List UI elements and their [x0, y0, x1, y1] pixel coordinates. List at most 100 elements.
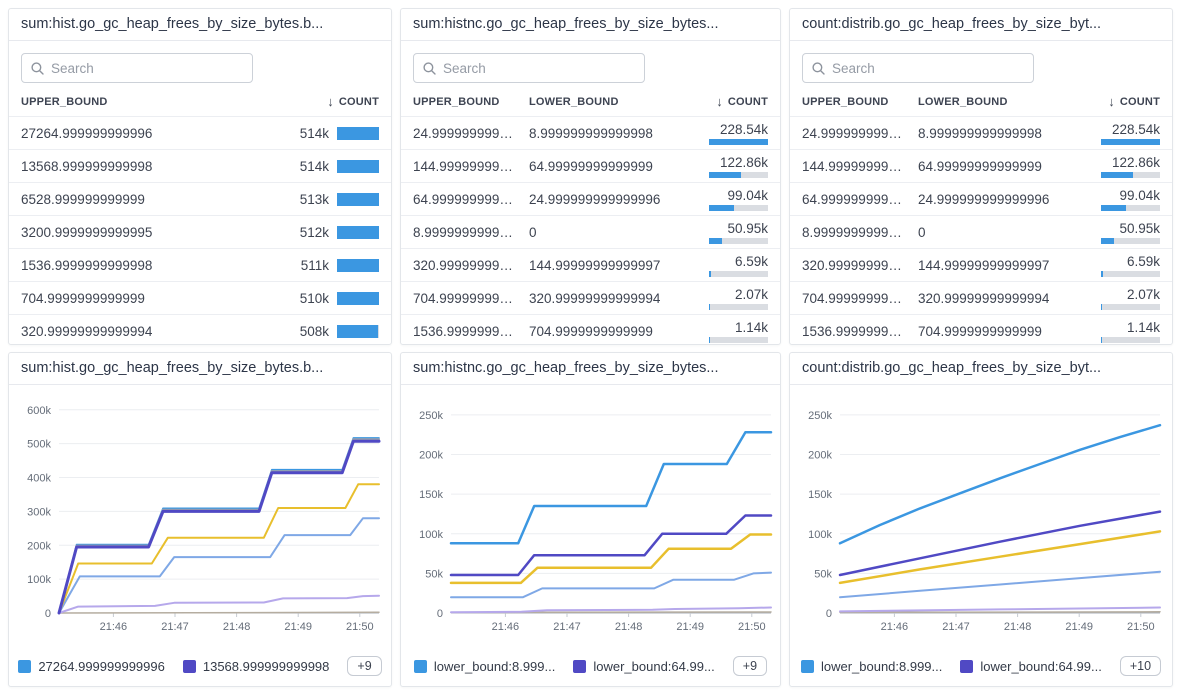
count-cell: 6.59k [1096, 254, 1160, 277]
search-input[interactable] [832, 60, 1024, 76]
y-tick-label: 300k [27, 506, 51, 518]
count-cell: 514k [300, 159, 379, 174]
lower-bound-value: 0 [918, 224, 926, 240]
table-row[interactable]: 144.9999999999999764.99999999999999 122.8… [790, 149, 1172, 182]
table-row[interactable]: 3200.9999999999995 512k [9, 215, 391, 248]
y-tick-label: 400k [27, 473, 51, 485]
table-row[interactable]: 1536.9999999999998704.9999999999999 1.14k [401, 314, 780, 344]
table-body: 27264.999999999996 514k 13568.999999999998… [9, 116, 391, 344]
table-row[interactable]: 64.99999999999999 24.999999999999996 99.04… [790, 182, 1172, 215]
legend-item[interactable]: 27264.999999999996 [18, 659, 165, 674]
legend-label: 13568.999999999998 [202, 658, 330, 674]
line-chart[interactable]: 0 100k 200k 300k 400k 500k 600k 21:46 21:47 21:48… [9, 385, 391, 652]
count-label: COUNT [1119, 95, 1160, 108]
y-tick-label: 150k [808, 489, 832, 501]
count-cell: 2.07k [1096, 287, 1160, 310]
table-row[interactable]: 8.999999999999998 0 50.95k [790, 215, 1172, 248]
count-value: 99.04k [1119, 187, 1160, 203]
table-row[interactable]: 144.9999999999999764.99999999999999 122.8… [401, 149, 780, 182]
series-line-series-lavender [58, 594, 380, 614]
sort-desc-icon: ↓ [716, 94, 723, 109]
table-row[interactable]: 1536.9999999999998704.9999999999999 1.14k [790, 314, 1172, 344]
upper-bound-value: 320.99999999999994 [413, 257, 529, 273]
x-tick-label: 21:46 [492, 621, 520, 633]
column-header-count[interactable]: ↓ COUNT [1108, 94, 1160, 109]
table-row[interactable]: 320.99999999999994144.99999999999997 6.59… [790, 248, 1172, 281]
series-line-lower_bound:64.99... [838, 510, 1162, 577]
table-row[interactable]: 320.99999999999994 508k [9, 314, 391, 344]
table-row[interactable]: 1536.9999999999998 511k [9, 248, 391, 281]
table-row[interactable]: 64.99999999999999 24.999999999999996 99.04… [401, 182, 780, 215]
count-cell: 513k [300, 192, 379, 207]
table-row[interactable]: 704.9999999999999 510k [9, 281, 391, 314]
legend-item[interactable]: lower_bound:64.99... [960, 659, 1102, 674]
count-value: 1.14k [734, 319, 768, 335]
line-chart[interactable]: 0 50k 100k 150k 200k 250k 21:46 21:47 21:48 21:49… [401, 385, 780, 652]
legend-swatch [573, 659, 587, 673]
legend-item[interactable]: lower_bound:8.999... [413, 659, 555, 674]
panel-title: sum:histnc.go_gc_heap_frees_by_size_byte… [401, 9, 780, 41]
upper-bound-value: 64.99999999999999 [413, 191, 529, 207]
column-header-lower-bound[interactable]: LOWER_BOUND [529, 95, 619, 108]
series-line-series-baseline [839, 611, 1161, 614]
count-value: 228.54k [719, 121, 768, 137]
legend-label: lower_bound:64.99... [593, 658, 715, 674]
search-input[interactable] [443, 60, 635, 76]
sort-desc-icon: ↓ [1108, 94, 1115, 109]
count-bar-fill [1101, 171, 1133, 178]
count-value: 514k [299, 158, 329, 174]
column-header-count[interactable]: ↓ COUNT [716, 94, 768, 109]
count-value: 228.54k [1111, 121, 1160, 137]
column-header-upper-bound[interactable]: UPPER_BOUND [802, 95, 889, 108]
table-row[interactable]: 704.9999999999999 320.99999999999994 2.07k [790, 281, 1172, 314]
count-bar [1101, 237, 1160, 244]
y-tick-label: 150k [419, 489, 443, 501]
x-tick-label: 21:46 [881, 621, 909, 633]
legend-more-button[interactable]: +9 [732, 656, 768, 676]
legend-swatch [800, 659, 814, 673]
legend-more-button[interactable]: +10 [1119, 656, 1162, 676]
table-row[interactable]: 320.99999999999994144.99999999999997 6.59… [401, 248, 780, 281]
line-chart-svg: 0 50k 100k 150k 200k 250k 21:46 21:47 21:48 21:49… [419, 410, 773, 633]
series-line-series-light-blue [839, 570, 1161, 599]
y-tick-label: 250k [808, 410, 832, 422]
table-row[interactable]: 27264.999999999996 514k [9, 116, 391, 149]
column-header-lower-bound[interactable]: LOWER_BOUND [918, 95, 1008, 108]
x-tick-label: 21:48 [1004, 621, 1032, 633]
series-line-series-gray [58, 438, 380, 614]
series-line-13568.999999999998 [57, 439, 381, 615]
search-input[interactable] [51, 60, 243, 76]
legend-swatch [182, 659, 196, 673]
legend-more-button[interactable]: +9 [347, 656, 382, 676]
count-cell: 6.59k [704, 254, 768, 277]
x-tick-label: 21:49 [1065, 621, 1093, 633]
series-line-lower_bound:64.99... [449, 514, 773, 577]
line-chart[interactable]: 0 50k 100k 150k 200k 250k 21:46 21:47 21:48 21:49… [790, 385, 1172, 652]
count-bar [337, 126, 379, 140]
table-row[interactable]: 24.9999999999999968.999999999999998 228.5… [401, 116, 780, 149]
metric-chart-panel-3: count:distrib.go_gc_heap_frees_by_size_b… [789, 352, 1173, 687]
table-row[interactable]: 13568.999999999998 514k [9, 149, 391, 182]
count-bar-fill [337, 159, 379, 173]
count-bar [709, 336, 768, 343]
table-row[interactable]: 704.9999999999999 320.99999999999994 2.07k [401, 281, 780, 314]
legend-item[interactable]: lower_bound:8.999... [800, 659, 942, 674]
legend-item[interactable]: 13568.999999999998 [182, 658, 330, 674]
count-value: 122.86k [719, 154, 768, 170]
count-value: 513k [299, 191, 329, 207]
table-row[interactable]: 6528.999999999999 513k [9, 182, 391, 215]
column-header-count[interactable]: ↓ COUNT [327, 94, 379, 109]
upper-bound-value: 1536.9999999999998 [413, 323, 529, 339]
panel-title: count:distrib.go_gc_heap_frees_by_size_b… [790, 353, 1172, 385]
table-row[interactable]: 8.999999999999998 0 50.95k [401, 215, 780, 248]
table-row[interactable]: 24.9999999999999968.999999999999998 228.5… [790, 116, 1172, 149]
count-bar-fill [1101, 138, 1160, 145]
count-cell: 122.86k [1096, 155, 1160, 178]
legend-item[interactable]: lower_bound:64.99... [573, 658, 715, 674]
column-header-upper-bound[interactable]: UPPER_BOUND [413, 95, 500, 108]
column-header-upper-bound[interactable]: UPPER_BOUND [21, 95, 108, 108]
count-bar [1101, 204, 1160, 211]
search-box [21, 53, 253, 83]
count-bar-fill [709, 270, 711, 277]
line-chart-svg: 0 100k 200k 300k 400k 500k 600k 21:46 21:47 21:48… [27, 405, 381, 633]
